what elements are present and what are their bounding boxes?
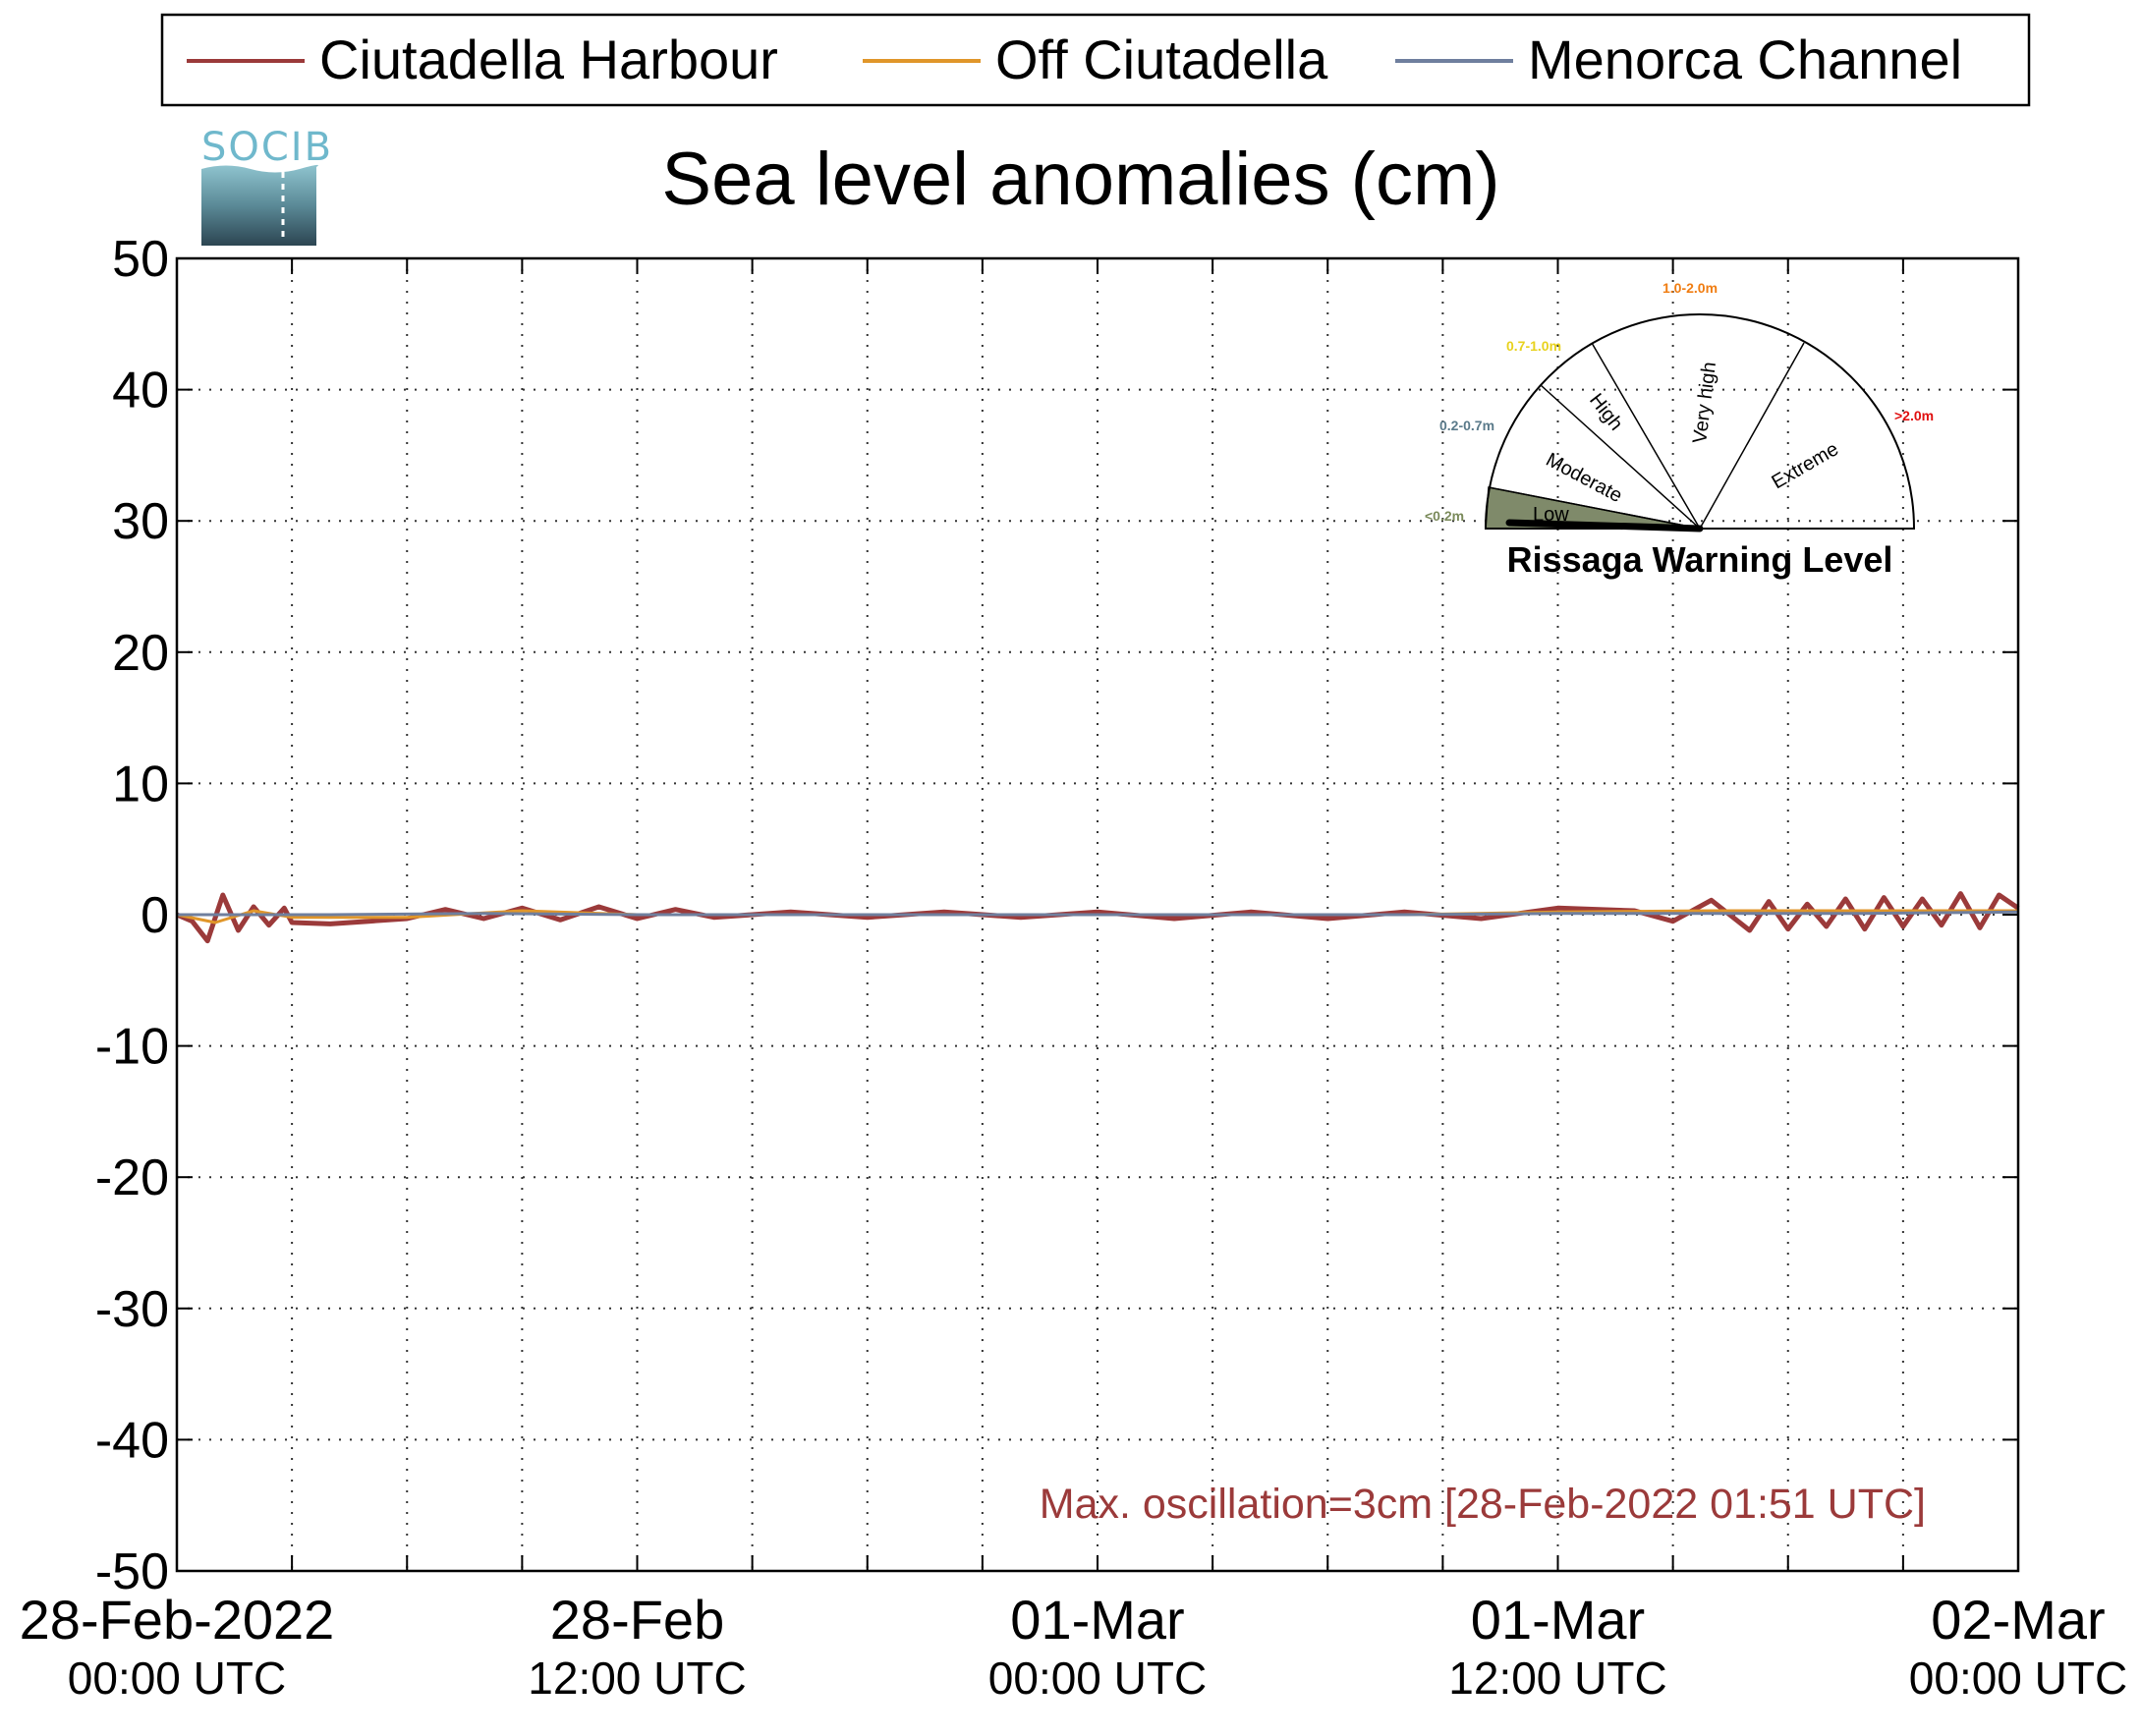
x-tick-label-time: 00:00 UTC xyxy=(988,1652,1207,1704)
y-tick-label: 20 xyxy=(112,625,169,682)
chart-title: Sea level anomalies (cm) xyxy=(661,138,1499,221)
legend-box xyxy=(160,13,2031,107)
y-tick-label: -40 xyxy=(95,1412,169,1469)
y-tick-label: -30 xyxy=(95,1281,169,1338)
gauge-range-low: <0.2m xyxy=(1425,508,1464,524)
socib-logo-text: SOCIB xyxy=(201,125,333,170)
gauge-label-moderate: Moderate xyxy=(1543,449,1626,507)
max-oscillation-annotation: Max. oscillation=3cm [28-Feb-2022 01:51 … xyxy=(1040,1481,1926,1528)
x-tick-label-time: 12:00 UTC xyxy=(528,1652,746,1704)
x-tick-label-date: 28-Feb xyxy=(550,1589,724,1651)
gauge-needle xyxy=(1505,519,1704,532)
y-axis: 50 40 30 20 10 0 -10 -20 -30 -40 -50 xyxy=(95,231,2018,1600)
y-tick-label: 0 xyxy=(141,887,169,944)
y-tick-label: 30 xyxy=(112,493,169,550)
gauge-range-extreme: >2.0m xyxy=(1894,408,1934,423)
series-lines xyxy=(176,891,2020,944)
x-tick-label-time: 00:00 UTC xyxy=(68,1652,286,1704)
gauge-range-high: 0.7-1.0m xyxy=(1506,338,1561,354)
x-tick-label-date: 01-Mar xyxy=(1471,1589,1645,1651)
gauge-label-high: High xyxy=(1585,390,1627,435)
legend-label-menorca-channel: Menorca Channel xyxy=(1528,28,1962,90)
series-line-ciutadella-harbour xyxy=(176,891,2020,944)
gauge-outline xyxy=(1484,313,1916,530)
y-tick-label: -10 xyxy=(95,1019,169,1076)
plot-frame xyxy=(175,256,2020,1573)
legend: Ciutadella Harbour Off Ciutadella Menorc… xyxy=(160,13,2031,107)
legend-label-ciutadella-harbour: Ciutadella Harbour xyxy=(319,28,778,90)
gauge-title: Rissaga Warning Level xyxy=(1507,539,1893,580)
x-tick-label-time: 00:00 UTC xyxy=(1909,1652,2127,1704)
x-tick-label-date: 02-Mar xyxy=(1931,1589,2105,1651)
gauge-range-very-high: 1.0-2.0m xyxy=(1662,280,1718,296)
gauge-range-moderate: 0.2-0.7m xyxy=(1439,418,1494,433)
gauge-label-low: Low xyxy=(1533,504,1569,526)
y-tick-label: -50 xyxy=(95,1543,169,1600)
y-tick-label: 50 xyxy=(112,231,169,288)
y-tick-label: 10 xyxy=(112,756,169,812)
socib-logo: SOCIB xyxy=(201,125,333,246)
x-tick-label-date: 28-Feb-2022 xyxy=(20,1589,335,1651)
x-tick-label-time: 12:00 UTC xyxy=(1448,1652,1666,1704)
rissaga-warning-gauge: Low Moderate High Very high Extreme <0.2… xyxy=(1425,280,1934,580)
y-tick-label: 40 xyxy=(112,363,169,420)
x-tick-label-date: 01-Mar xyxy=(1010,1589,1184,1651)
series-line-menorca-channel xyxy=(177,910,2019,917)
y-tick-label: -20 xyxy=(95,1149,169,1206)
legend-label-off-ciutadella: Off Ciutadella xyxy=(995,28,1328,90)
gauge-label-very-high: Very high xyxy=(1689,361,1720,444)
gauge-label-extreme: Extreme xyxy=(1769,438,1842,493)
